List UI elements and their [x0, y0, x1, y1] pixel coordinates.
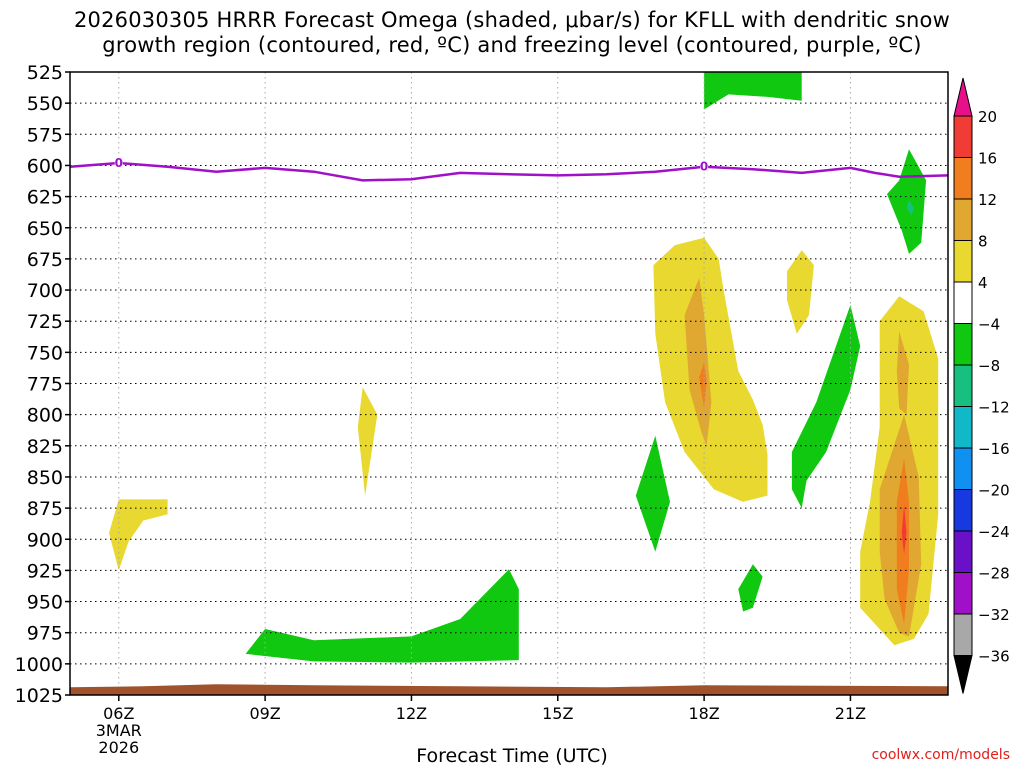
colorbar-swatch: [953, 489, 973, 532]
y-tick-label: 700: [27, 280, 63, 302]
y-tick-label: 550: [27, 93, 63, 115]
y-tick-label: 950: [27, 592, 63, 614]
y-tick-label: 650: [27, 218, 63, 240]
omega-region-2: [906, 200, 914, 216]
colorbar-swatch: [953, 447, 973, 490]
y-tick-label: 1025: [15, 685, 63, 707]
y-tick-label: 800: [27, 405, 63, 427]
colorbar-label: 4: [978, 274, 988, 292]
colorbar-label: −16: [978, 440, 1010, 458]
freezing-level-label: 0: [115, 156, 123, 170]
x-tick-sublabel: 2026: [98, 738, 139, 757]
y-tick-label: 725: [27, 311, 63, 333]
colorbar-swatch: [953, 157, 973, 200]
x-tick-label: 12Z: [396, 704, 427, 723]
colorbar-swatch: [953, 198, 973, 241]
colorbar-label: −28: [978, 565, 1010, 583]
x-tick-label: 09Z: [249, 704, 280, 723]
colorbar-swatch: [953, 364, 973, 407]
freezing-level-label: 0: [700, 160, 708, 174]
colorbar-bottom-triangle: [953, 655, 973, 694]
omega-region-3: [245, 569, 519, 663]
colorbar-label: −24: [978, 523, 1010, 541]
omega-region-10: [653, 237, 768, 502]
chart-title-line2: growth region (contoured, red, ºC) and f…: [102, 33, 922, 57]
x-tick-label: 06Z: [103, 704, 134, 723]
y-tick-label: 825: [27, 436, 63, 458]
freezing-label-bg-1: [700, 160, 709, 173]
omega-region-13: [684, 277, 712, 446]
chart-title-line1: 2026030305 HRRR Forecast Omega (shaded, …: [74, 8, 950, 32]
colorbar-top-triangle: [953, 77, 973, 117]
colorbar-label: −12: [978, 399, 1010, 417]
colorbar-swatch: [953, 323, 973, 366]
colorbar-label: 16: [978, 150, 997, 168]
omega-region-6: [738, 564, 763, 612]
y-tick-label: 525: [27, 62, 63, 84]
y-tick-label: 875: [27, 498, 63, 520]
colorbar-label: −4: [978, 316, 1000, 334]
colorbar-swatch: [953, 240, 973, 283]
omega-region-14: [896, 331, 909, 415]
colorbar-swatch: [953, 406, 973, 449]
x-tick-label: 21Z: [835, 704, 866, 723]
colorbar-swatch: [953, 613, 973, 656]
colorbar-label: −32: [978, 606, 1010, 624]
omega-region-9: [357, 387, 378, 496]
y-tick-label: 600: [27, 155, 63, 177]
omega-region-18: [901, 504, 907, 555]
colorbar-label: 8: [978, 233, 988, 251]
colorbar-label: −8: [978, 357, 1000, 375]
colorbar-label: 12: [978, 191, 997, 209]
y-tick-label: 775: [27, 374, 63, 396]
omega-region-16: [699, 362, 707, 409]
y-tick-label: 625: [27, 187, 63, 209]
ground-surface: [70, 684, 948, 695]
x-tick-sublabel: 3MAR: [96, 721, 142, 740]
x-tick-label: 15Z: [542, 704, 573, 723]
colorbar-swatch: [953, 530, 973, 573]
omega-region-4: [635, 435, 670, 552]
colorbar-label: 20: [978, 108, 997, 126]
colorbar-label: −36: [978, 648, 1010, 666]
omega-region-0: [704, 72, 802, 110]
y-tick-label: 1000: [15, 654, 63, 676]
colorbar-label: −20: [978, 482, 1010, 500]
y-tick-label: 975: [27, 623, 63, 645]
freezing-level-line: [70, 161, 948, 182]
y-tick-label: 675: [27, 249, 63, 271]
colorbar: 20 16 12 8 4 −4 −8 −12 −16 −20 −24 −28 −32 −36: [953, 77, 1010, 694]
colorbar-swatch: [953, 281, 973, 324]
y-tick-label: 750: [27, 342, 63, 364]
y-tick-label: 850: [27, 467, 63, 489]
omega-region-8: [109, 499, 168, 571]
omega-region-5: [791, 305, 861, 509]
y-tick-label: 900: [27, 529, 63, 551]
x-axis-label: Forecast Time (UTC): [416, 745, 608, 767]
y-tick-label: 925: [27, 560, 63, 582]
omega-region-11: [787, 250, 814, 334]
freezing-label-bg-0: [114, 156, 123, 169]
x-tick-label: 18Z: [688, 704, 719, 723]
colorbar-swatch: [953, 115, 973, 158]
credit-text: coolwx.com/models: [871, 747, 1010, 763]
colorbar-swatch: [953, 572, 973, 615]
y-tick-label: 575: [27, 124, 63, 146]
